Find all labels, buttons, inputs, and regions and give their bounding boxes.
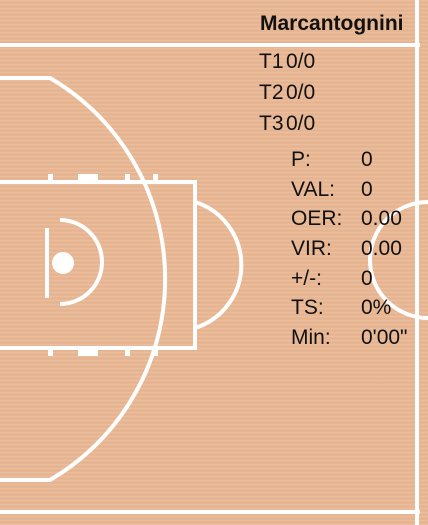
shot-row-t1: T1 0/0 [259, 46, 315, 77]
stat-row-oer: OER: 0.00 [291, 204, 408, 234]
three-point-line [0, 76, 168, 482]
shot-value: 0/0 [286, 111, 316, 135]
stat-label: TS: [291, 296, 324, 320]
center-circle-arc [368, 200, 428, 320]
stat-row-vir: VIR: 0.00 [291, 234, 408, 264]
shot-label: T1 [259, 49, 284, 73]
stat-label: Min: [291, 325, 331, 349]
restricted-area-arc [59, 218, 104, 306]
shot-label: T2 [259, 80, 284, 104]
shot-row-t3: T3 0/0 [259, 108, 315, 139]
stat-value: 0 [361, 177, 373, 201]
stat-label: OER: [291, 207, 343, 231]
shot-label: T3 [259, 111, 284, 135]
hoop [52, 252, 74, 274]
shot-row-t2: T2 0/0 [259, 77, 315, 108]
stat-row-val: VAL: 0 [291, 175, 408, 205]
stat-value: 0 [361, 147, 373, 171]
free-throw-arc [194, 200, 244, 330]
stat-label: P: [291, 147, 311, 171]
stat-value: 0'00" [361, 325, 408, 349]
stat-row-ts: TS: 0% [291, 293, 408, 323]
stat-value: 0 [361, 266, 373, 290]
stat-value: 0.00 [361, 207, 402, 231]
stat-label: VAL: [291, 177, 335, 201]
stat-value: 0% [361, 296, 392, 320]
stat-label: VIR: [291, 236, 332, 260]
stat-row-points: P: 0 [291, 145, 408, 175]
stat-value: 0.00 [361, 236, 402, 260]
stat-row-plus-minus: +/-: 0 [291, 264, 408, 294]
shot-value: 0/0 [286, 49, 316, 73]
player-name: Marcantognini [260, 12, 404, 35]
player-stats: P: 0 VAL: 0 OER: 0.00 VIR: 0.00 +/-: 0 T… [291, 145, 408, 353]
shooting-stats: T1 0/0 T2 0/0 T3 0/0 [259, 46, 315, 139]
shot-value: 0/0 [286, 80, 316, 104]
stat-row-minutes: Min: 0'00" [291, 323, 408, 353]
stat-label: +/-: [291, 266, 322, 290]
